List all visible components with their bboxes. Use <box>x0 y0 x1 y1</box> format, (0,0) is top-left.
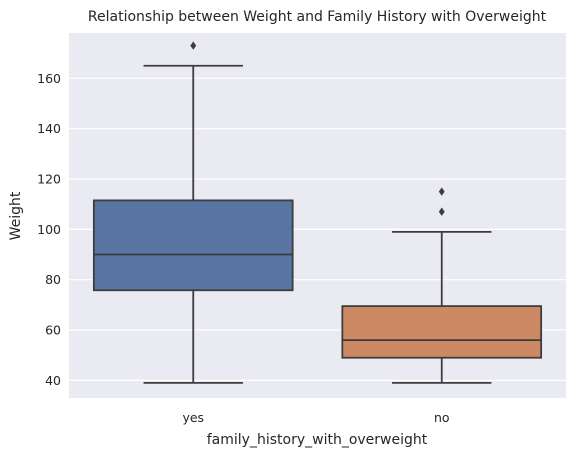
y-tick-label: 60 <box>45 323 61 338</box>
box-yes <box>92 41 294 384</box>
x-tick-label: no <box>434 410 450 425</box>
iqr-box <box>341 305 543 359</box>
x-tick-label: yes <box>182 410 204 425</box>
outlier-point <box>438 207 445 216</box>
y-tick-label: 80 <box>45 272 61 287</box>
x-axis-ticks: yes no <box>182 410 449 425</box>
y-tick-label: 120 <box>37 172 61 187</box>
boxes <box>92 41 543 384</box>
y-tick-label: 160 <box>37 71 61 86</box>
outlier-point <box>190 41 197 50</box>
chart-title: Relationship between Weight and Family H… <box>88 9 547 25</box>
y-tick-label: 100 <box>37 222 61 237</box>
y-axis-label: Weight <box>8 191 24 240</box>
iqr-box <box>92 199 294 292</box>
box-no <box>341 187 543 384</box>
x-axis-label: family_history_with_overweight <box>207 432 428 448</box>
y-axis-ticks: 40 60 80 100 120 140 160 <box>37 71 61 388</box>
outlier-point <box>438 187 445 196</box>
y-tick-label: 140 <box>37 121 61 136</box>
y-tick-label: 40 <box>45 373 61 388</box>
